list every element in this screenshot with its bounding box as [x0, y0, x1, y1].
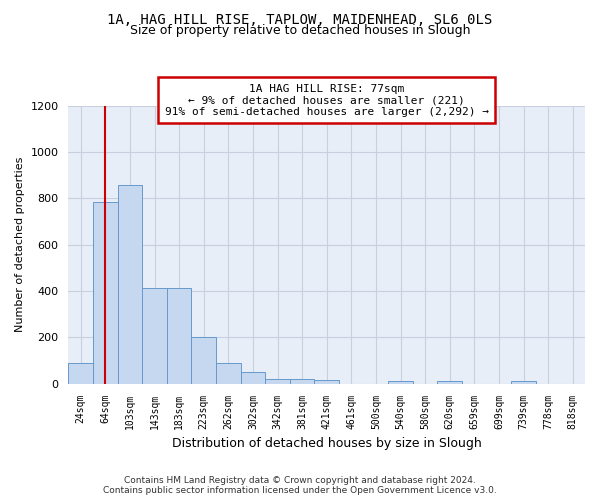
Bar — [314, 380, 339, 384]
Bar — [93, 202, 118, 384]
Text: Size of property relative to detached houses in Slough: Size of property relative to detached ho… — [130, 24, 470, 37]
Bar — [511, 380, 536, 384]
Bar — [241, 372, 265, 384]
Bar — [437, 380, 462, 384]
Text: 1A HAG HILL RISE: 77sqm
← 9% of detached houses are smaller (221)
91% of semi-de: 1A HAG HILL RISE: 77sqm ← 9% of detached… — [165, 84, 489, 117]
X-axis label: Distribution of detached houses by size in Slough: Distribution of detached houses by size … — [172, 437, 482, 450]
Bar — [191, 338, 216, 384]
Y-axis label: Number of detached properties: Number of detached properties — [15, 157, 25, 332]
Bar — [265, 378, 290, 384]
Bar — [216, 363, 241, 384]
Bar — [68, 363, 93, 384]
Bar — [167, 288, 191, 384]
Bar — [290, 378, 314, 384]
Text: Contains HM Land Registry data © Crown copyright and database right 2024.
Contai: Contains HM Land Registry data © Crown c… — [103, 476, 497, 495]
Bar — [388, 380, 413, 384]
Text: 1A, HAG HILL RISE, TAPLOW, MAIDENHEAD, SL6 0LS: 1A, HAG HILL RISE, TAPLOW, MAIDENHEAD, S… — [107, 12, 493, 26]
Bar — [118, 184, 142, 384]
Bar — [142, 288, 167, 384]
